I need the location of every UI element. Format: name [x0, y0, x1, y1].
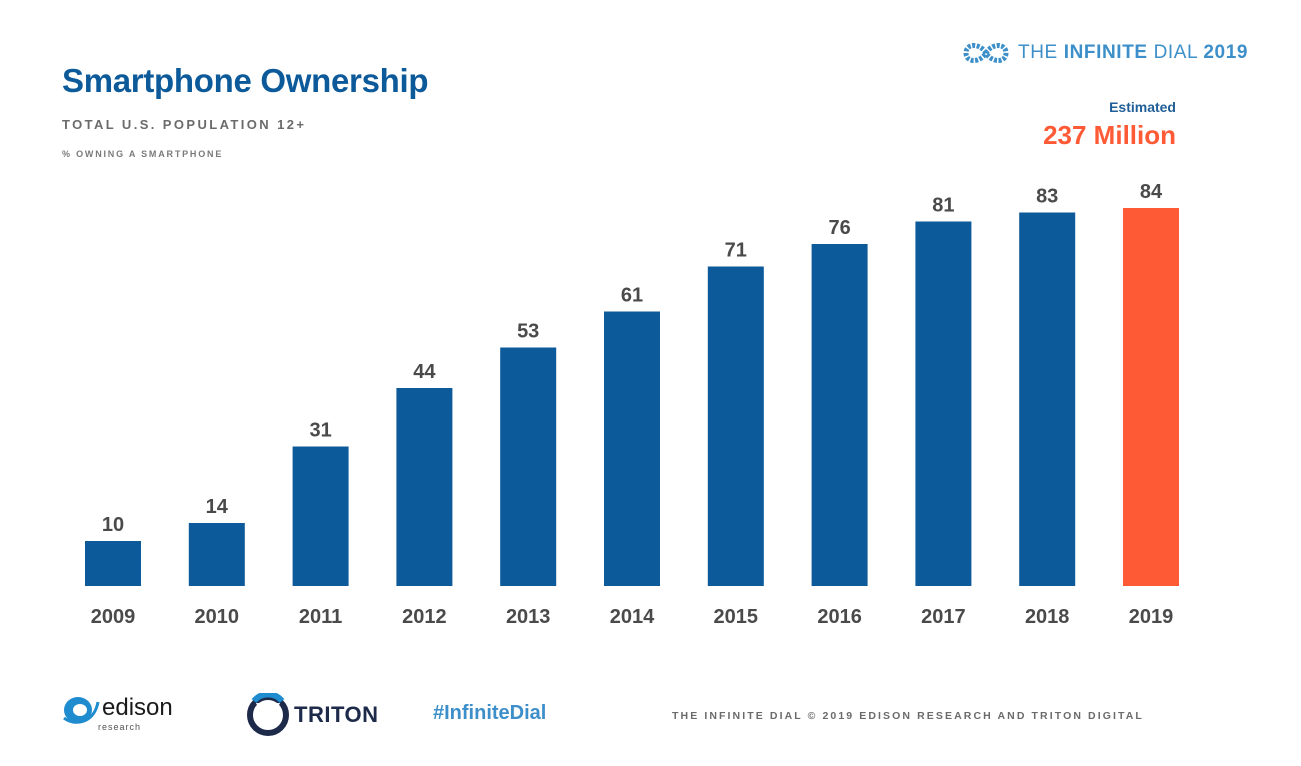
triton-emblem-icon [247, 693, 289, 736]
bar-value-label: 44 [413, 361, 436, 383]
bar-2019 [1123, 208, 1179, 586]
x-tick-label: 2012 [402, 606, 447, 628]
x-tick-label: 2015 [714, 606, 759, 628]
bar-2015 [707, 266, 764, 586]
x-tick-label: 2009 [91, 606, 136, 628]
bar-2011 [292, 446, 349, 586]
x-tick-label: 2013 [506, 606, 551, 628]
edison-swirl-icon [63, 697, 100, 724]
chart-subtitle: TOTAL U.S. POPULATION 12+ [62, 117, 307, 132]
bar-2012 [396, 388, 453, 586]
bar-2010 [188, 523, 245, 586]
bar-value-label: 10 [102, 514, 124, 536]
chart-measure-label: % OWNING A SMARTPHONE [62, 149, 224, 159]
edison-subtext: research [98, 722, 142, 732]
bar-2009 [85, 541, 141, 586]
brand-word-the: THE [1018, 42, 1058, 63]
bar-2018 [1019, 212, 1076, 586]
bar-value-label: 83 [1036, 186, 1058, 208]
triton-wordmark: TRITON [294, 702, 379, 727]
bar-2016 [811, 244, 868, 586]
bar-value-label: 71 [725, 240, 747, 262]
brand-year: 2019 [1203, 42, 1249, 63]
triton-logo: TRITON [246, 693, 378, 737]
bar-value-label: 61 [621, 285, 643, 307]
x-tick-label: 2010 [195, 606, 240, 628]
x-tick-label: 2019 [1129, 606, 1174, 628]
x-tick-label: 2018 [1025, 606, 1070, 628]
edison-research-logo: edison research [60, 688, 173, 732]
estimate-value: 237 Million [1043, 120, 1176, 150]
x-tick-label: 2011 [299, 606, 342, 628]
brand-name: THE INFINITE DIAL 2019 [1018, 42, 1248, 64]
x-tick-label: 2014 [610, 606, 655, 628]
brand-word-infinite: INFINITE [1063, 42, 1148, 63]
bar-2013 [500, 347, 557, 586]
bar-value-label: 14 [206, 496, 229, 518]
edison-wordmark: edison [102, 694, 173, 721]
bar-value-label: 81 [932, 195, 954, 217]
infinity-icon [963, 43, 1009, 63]
bar-2014 [604, 311, 660, 586]
bar-value-label: 31 [309, 420, 331, 442]
hashtag: #InfiniteDial [433, 702, 547, 724]
bar-2017 [915, 221, 972, 586]
chart-title: Smartphone Ownership [62, 62, 429, 99]
x-tick-label: 2016 [817, 606, 862, 628]
x-tick-label: 2017 [921, 606, 966, 628]
copyright-notice: THE INFINITE DIAL © 2019 EDISON RESEARCH… [672, 710, 1144, 722]
bar-value-label: 76 [828, 217, 850, 239]
bar-value-label: 53 [517, 321, 539, 343]
brand-word-dial: DIAL [1153, 42, 1198, 63]
estimate-label: Estimated [1109, 99, 1176, 115]
bar-value-label: 84 [1140, 181, 1163, 203]
infinite-dial-brand: THE INFINITE DIAL 2019 [960, 38, 1248, 68]
